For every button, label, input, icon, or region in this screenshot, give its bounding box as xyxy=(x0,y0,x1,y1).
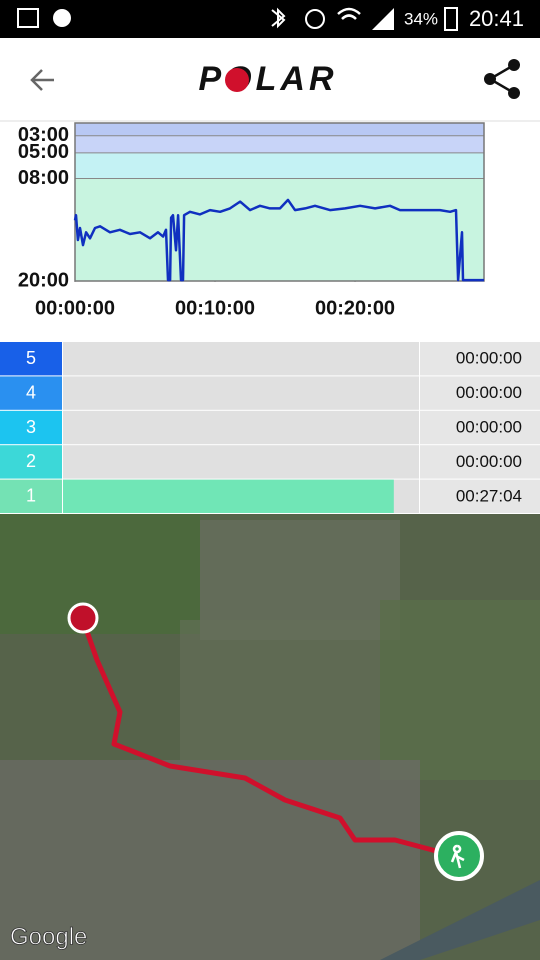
zone-time-cell xyxy=(420,376,540,410)
zone-bar-track xyxy=(63,342,419,376)
map: Google xyxy=(0,514,540,960)
zone-time: 00:00:00 xyxy=(456,349,522,368)
pace-line xyxy=(73,198,484,282)
alarm-icon xyxy=(305,9,325,29)
y-tick-label: 08:00 xyxy=(18,167,69,189)
zone-band xyxy=(75,123,484,136)
zone-label-cell xyxy=(0,410,62,445)
plot-frame xyxy=(74,122,485,282)
zone-time: 00:00:00 xyxy=(456,417,522,436)
map-attribution: Google xyxy=(10,923,87,950)
notification-icon xyxy=(53,9,71,27)
zone-label: 5 xyxy=(26,348,36,368)
zone-label-cell xyxy=(0,376,62,410)
zone-band xyxy=(75,178,484,281)
zone-time: 00:00:00 xyxy=(456,383,522,402)
back-button[interactable] xyxy=(30,69,54,91)
zone-time-cell xyxy=(420,479,540,513)
zone-time-cell xyxy=(420,410,540,445)
zone-time: 00:00:00 xyxy=(456,452,522,471)
zone-time-cell xyxy=(420,445,540,479)
zone-bar-track xyxy=(63,410,419,445)
zone-label-cell xyxy=(0,479,62,513)
zone-label: 2 xyxy=(26,451,36,471)
zone-bar-track xyxy=(63,445,419,479)
zone-label-cell xyxy=(0,342,62,376)
x-tick-label: 00:00:00 xyxy=(35,297,115,319)
zones-table: 5 00:00:00 4 00:00:00 3 00:00:00 2 00:00:00 1 00:… xyxy=(0,342,540,513)
logo-dot xyxy=(225,68,249,92)
clock: 20:41 xyxy=(469,6,524,31)
status-bar xyxy=(0,0,540,38)
battery-percent: 34% xyxy=(404,9,438,28)
gallery-icon xyxy=(17,8,39,28)
zone-label: 1 xyxy=(26,486,36,506)
signal-icon xyxy=(372,8,394,30)
logo: POLAR xyxy=(199,60,338,98)
zone-bar xyxy=(63,479,394,513)
wifi-icon xyxy=(337,7,361,20)
y-tick-label: 03:00 xyxy=(18,124,69,146)
zone-time: 00:27:04 xyxy=(456,486,522,505)
x-tick-label: 00:20:00 xyxy=(315,297,395,319)
zone-label-cell xyxy=(0,445,62,479)
zone-label: 4 xyxy=(26,382,36,402)
zone-label: 3 xyxy=(26,417,36,437)
share-button[interactable] xyxy=(484,59,520,99)
y-tick-label: 20:00 xyxy=(18,269,69,291)
y-tick-label: 05:00 xyxy=(18,141,69,163)
zone-bar-track xyxy=(63,376,419,410)
zone-band xyxy=(75,135,484,153)
zone-band xyxy=(75,152,484,179)
zone-time-cell xyxy=(420,342,540,376)
bluetooth-icon xyxy=(271,7,286,29)
battery-icon xyxy=(444,7,458,31)
x-tick-label: 00:10:00 xyxy=(175,297,255,319)
app-bar xyxy=(0,38,540,121)
